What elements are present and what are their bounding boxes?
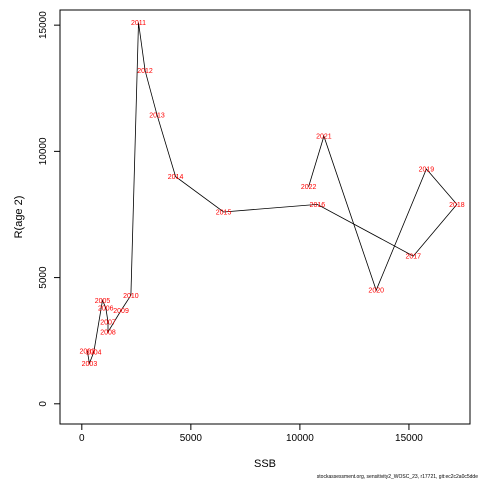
point-label-2022: 2022	[301, 184, 317, 191]
x-tick-label: 15000	[395, 433, 423, 444]
point-label-2009: 2009	[113, 308, 129, 315]
point-label-2015: 2015	[216, 209, 232, 216]
point-label-2011: 2011	[131, 20, 146, 27]
point-label-2018: 2018	[449, 202, 465, 209]
y-axis: 0 5000 10000 15000	[38, 11, 60, 407]
point-label-2008: 2008	[100, 329, 116, 336]
x-axis-title: SSB	[254, 458, 276, 470]
point-label-2013: 2013	[149, 112, 165, 119]
point-label-2016: 2016	[310, 202, 326, 209]
y-tick-label: 5000	[38, 266, 49, 289]
x-tick-label: 0	[79, 433, 85, 444]
point-label-2004: 2004	[86, 350, 102, 357]
point-label-2021: 2021	[316, 134, 332, 141]
point-label-2003: 2003	[82, 361, 98, 368]
point-label-2017: 2017	[406, 254, 422, 261]
x-axis: 0 5000 10000 15000	[79, 424, 423, 444]
plot-frame	[59, 9, 471, 425]
point-label-2020: 2020	[368, 288, 384, 295]
series-line	[86, 22, 458, 365]
y-tick-label: 15000	[38, 11, 49, 39]
point-label-2012: 2012	[137, 68, 153, 75]
y-tick-label: 10000	[38, 137, 49, 165]
x-tick-label: 10000	[286, 433, 314, 444]
point-label-2002: 2002	[79, 348, 95, 355]
point-label-2006: 2006	[98, 305, 114, 312]
point-label-2010: 2010	[123, 293, 139, 300]
y-axis-title: R(age 2)	[13, 196, 25, 239]
point-label-2019: 2019	[419, 167, 435, 174]
point-label-2007: 2007	[100, 319, 116, 326]
footnote: stockassessment.org, sensitivity2_WOSC_2…	[317, 474, 478, 480]
x-tick-label: 5000	[180, 433, 203, 444]
point-label-2005: 2005	[95, 298, 111, 305]
point-label-2014: 2014	[168, 174, 184, 181]
y-tick-label: 0	[38, 401, 49, 407]
